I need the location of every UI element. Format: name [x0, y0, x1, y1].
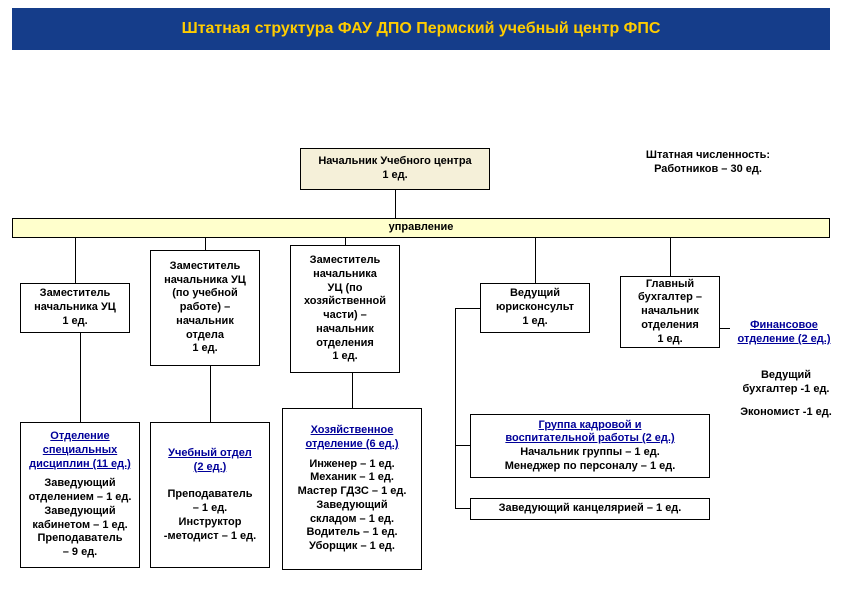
- t: Заместитель: [40, 287, 111, 301]
- head-l1: Начальник Учебного центра: [318, 155, 471, 169]
- staff-total-l2: Работников – 30 ед.: [618, 162, 798, 176]
- t: 1 ед.: [192, 342, 217, 356]
- t: дисциплин (11 ед.): [29, 458, 131, 472]
- connector: [455, 308, 456, 508]
- connector: [80, 333, 81, 422]
- t: отделения: [641, 319, 699, 333]
- t: бухгалтер –: [638, 291, 702, 305]
- t: складом – 1 ед.: [310, 513, 394, 527]
- t: 1 ед.: [522, 315, 547, 329]
- connector: [535, 238, 536, 283]
- t: Заместитель: [310, 254, 381, 268]
- t: – 1 ед.: [193, 502, 228, 516]
- t: Инструктор: [179, 516, 242, 530]
- spacer: [730, 397, 842, 405]
- connector: [455, 308, 480, 309]
- page-title: Штатная структура ФАУ ДПО Пермский учебн…: [12, 8, 830, 50]
- t: Преподаватель: [37, 532, 122, 546]
- t: (по учебной: [172, 287, 237, 301]
- t: специальных: [29, 444, 131, 458]
- connector: [720, 328, 730, 329]
- t: 1 ед.: [657, 333, 682, 347]
- t: Группа кадровой и: [539, 419, 642, 433]
- t: начальник: [176, 315, 234, 329]
- t: Инженер – 1 ед.: [309, 458, 394, 472]
- t: юрисконсульт: [496, 301, 574, 315]
- node-chancery: Заведующий канцелярией – 1 ед.: [470, 498, 710, 520]
- connector: [670, 238, 671, 276]
- staff-total: Штатная численность: Работников – 30 ед.: [618, 148, 798, 177]
- head-l2: 1 ед.: [382, 169, 407, 183]
- t: Уборщик – 1 ед.: [309, 540, 395, 554]
- t: Учебный отдел: [168, 447, 252, 461]
- t: работе) –: [180, 301, 230, 315]
- t: Заместитель: [170, 260, 241, 274]
- hdr: Учебный отдел (2 ед.): [168, 447, 252, 475]
- t: кабинетом – 1 ед.: [32, 519, 127, 533]
- t: Заведующий: [44, 477, 115, 491]
- t: Ведущий: [730, 368, 842, 382]
- t: Хозяйственное: [306, 424, 399, 438]
- connector: [205, 238, 206, 250]
- t: Ведущий: [510, 287, 560, 301]
- t: начальник: [316, 323, 374, 337]
- t: отделение (2 ед.): [730, 332, 838, 346]
- node-accountant: Главный бухгалтер – начальник отделения …: [620, 276, 720, 348]
- t: Отделение: [29, 430, 131, 444]
- node-study-dept: Учебный отдел (2 ед.) Преподаватель – 1 …: [150, 422, 270, 568]
- t: Мастер ГДЗС – 1 ед.: [298, 485, 407, 499]
- node-special-dept: Отделение специальных дисциплин (11 ед.)…: [20, 422, 140, 568]
- t: отдела: [186, 329, 224, 343]
- hdr: Отделение специальных дисциплин (11 ед.): [29, 430, 131, 471]
- hdr: Хозяйственное отделение (6 ед.): [306, 424, 399, 452]
- connector: [455, 508, 470, 509]
- t: Заведующий: [316, 499, 387, 513]
- node-deputy: Заместитель начальника УЦ 1 ед.: [20, 283, 130, 333]
- mgmt-bar: управление: [12, 218, 830, 238]
- finance-dept: Финансовое отделение (2 ед.): [730, 318, 838, 347]
- finance-staff: Ведущий бухгалтер -1 ед. Экономист -1 ед…: [730, 368, 842, 419]
- node-legal: Ведущий юрисконсульт 1 ед.: [480, 283, 590, 333]
- t: части) –: [323, 309, 367, 323]
- t: Финансовое: [730, 318, 838, 332]
- t: хозяйственной: [304, 295, 386, 309]
- connector: [345, 238, 346, 245]
- t: -методист – 1 ед.: [164, 530, 256, 544]
- node-deputy-econ: Заместитель начальника УЦ (по хозяйствен…: [290, 245, 400, 373]
- t: Заведующий канцелярией – 1 ед.: [499, 502, 682, 516]
- node-deputy-study: Заместитель начальника УЦ (по учебной ра…: [150, 250, 260, 366]
- t: начальника: [313, 268, 377, 282]
- t: отделение (6 ед.): [306, 438, 399, 452]
- node-head: Начальник Учебного центра 1 ед.: [300, 148, 490, 190]
- node-hr-group: Группа кадровой и воспитательной работы …: [470, 414, 710, 478]
- mgmt-label: управление: [389, 221, 454, 235]
- connector: [455, 445, 470, 446]
- t: Менеджер по персоналу – 1 ед.: [505, 460, 676, 474]
- t: Начальник группы – 1 ед.: [520, 446, 660, 460]
- t: начальника УЦ: [34, 301, 116, 315]
- t: Механик – 1 ед.: [310, 471, 394, 485]
- t: Экономист -1 ед.: [730, 405, 842, 419]
- t: – 9 ед.: [63, 546, 98, 560]
- t: 1 ед.: [332, 350, 357, 364]
- t: Заведующий: [44, 505, 115, 519]
- node-econ-dept: Хозяйственное отделение (6 ед.) Инженер …: [282, 408, 422, 570]
- t: начальника УЦ: [164, 274, 246, 288]
- connector: [210, 366, 211, 422]
- t: бухгалтер -1 ед.: [730, 382, 842, 396]
- staff-total-l1: Штатная численность:: [618, 148, 798, 162]
- connector: [352, 373, 353, 408]
- t: Преподаватель: [167, 488, 252, 502]
- t: (2 ед.): [168, 461, 252, 475]
- t: отделения: [316, 337, 374, 351]
- t: Водитель – 1 ед.: [306, 526, 397, 540]
- t: УЦ (по: [328, 282, 363, 296]
- t: начальник: [641, 305, 699, 319]
- connector: [75, 238, 76, 283]
- t: отделением – 1 ед.: [29, 491, 132, 505]
- t: Главный: [646, 278, 694, 292]
- connector: [395, 190, 396, 218]
- t: воспитательной работы (2 ед.): [505, 432, 674, 446]
- t: 1 ед.: [62, 315, 87, 329]
